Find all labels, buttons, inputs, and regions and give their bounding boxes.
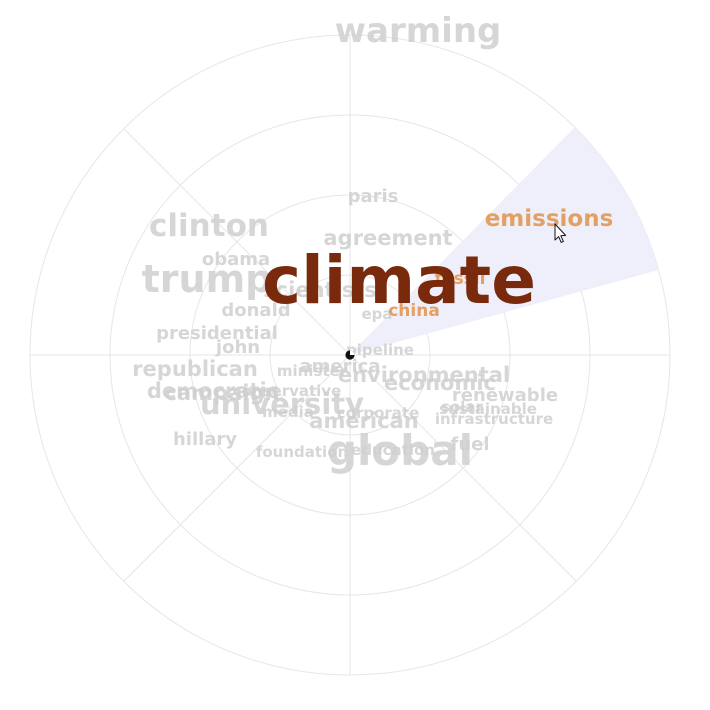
grid-spoke [349,354,577,582]
word-epa[interactable]: epa [361,305,392,323]
word-media[interactable]: media [262,403,314,421]
highlighted-sector[interactable] [350,127,659,355]
word-hillary[interactable]: hillary [173,429,237,450]
word-emissions[interactable]: emissions [485,206,614,232]
pie-toggle-icon[interactable] [345,350,355,360]
word-fuel[interactable]: fuel [450,434,489,455]
word-presidential[interactable]: presidential [156,323,278,344]
word-renewable[interactable]: renewable [452,385,558,406]
center-word-climate[interactable]: climate [262,242,536,319]
grid-spoke [123,128,351,356]
word-foundation[interactable]: foundation [256,443,348,461]
word-economic[interactable]: economic [384,371,496,395]
word-education[interactable]: education [351,441,435,459]
word-corporate[interactable]: corporate [337,404,420,422]
word-infrastructure[interactable]: infrastructure [435,410,553,428]
word-obama[interactable]: obama [202,249,270,270]
word-minister[interactable]: minister [277,362,348,380]
word-trump[interactable]: trump [142,257,273,301]
word-global[interactable]: global [327,426,473,475]
word-sustainable[interactable]: sustainable [439,400,537,418]
word-conservative[interactable]: conservative [233,382,342,400]
word-republican[interactable]: republican [132,357,258,381]
word-environmental[interactable]: environmental [338,363,510,387]
word-donald[interactable]: donald [221,300,290,321]
word-agreement[interactable]: agreement [323,226,452,250]
word-solar[interactable]: solar [441,398,483,416]
word-warming[interactable]: warming [335,11,502,51]
word-university[interactable]: university [200,387,364,421]
word-campaign[interactable]: campaign [165,381,280,405]
word-fossil[interactable]: fossil [435,269,486,289]
word-scientists[interactable]: scientists [263,278,377,302]
related-words: warming paris agreement emissions clinto… [132,11,613,475]
word-john[interactable]: john [215,337,260,358]
grid-spoke [123,354,351,582]
radar-grid [29,34,671,676]
word-pipeline[interactable]: pipeline [346,341,414,359]
word-american[interactable]: american [309,409,418,433]
word-paris[interactable]: paris [348,186,399,207]
word-democratic[interactable]: democratic [147,379,279,403]
word-clinton[interactable]: clinton [149,208,269,244]
word-china[interactable]: china [388,301,440,321]
word-america[interactable]: america [300,356,381,377]
